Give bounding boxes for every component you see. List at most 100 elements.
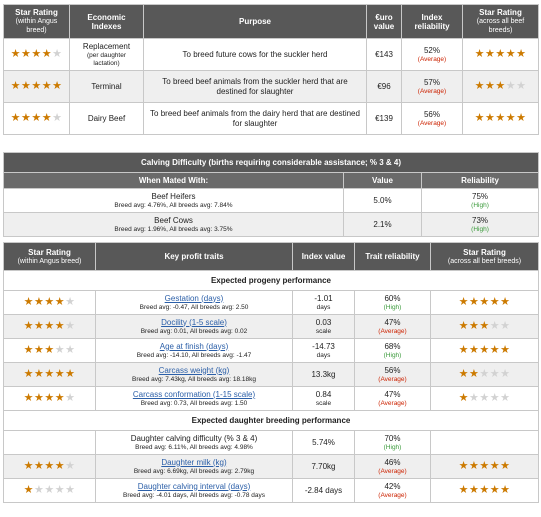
star-icon: ★ (489, 344, 501, 356)
trait-link[interactable]: Daughter milk (kg) (161, 457, 227, 467)
index-reliability: 57% (Average) (401, 70, 463, 103)
index-value: 0.03 scale (292, 314, 355, 339)
star-rating-across: ★★★★★ (475, 48, 527, 60)
calving-reliability: 73% (High) (420, 212, 540, 237)
star-icon: ★ (468, 484, 480, 496)
star-rating-within: ★★★★★ (24, 392, 76, 404)
star-rating-across: ★★★★★ (459, 460, 511, 472)
index-value: -2.84 days (292, 478, 355, 503)
star-icon: ★ (23, 320, 34, 332)
star-icon: ★ (52, 48, 63, 60)
trait-link[interactable]: Gestation (days) (164, 293, 224, 303)
star-icon: ★ (44, 344, 55, 356)
purpose-header: Purpose (143, 4, 367, 39)
star-icon: ★ (474, 80, 485, 92)
star-rating-across: ★★★★★ (475, 80, 527, 92)
star-icon: ★ (458, 460, 469, 472)
star-icon: ★ (65, 320, 76, 332)
star-icon: ★ (479, 392, 490, 404)
trait-link[interactable]: Carcass conformation (1-15 scale) (132, 389, 256, 399)
star-icon: ★ (474, 112, 485, 124)
calving-row-cows: Beef Cows Breed avg: 1.96%, All breeds av… (3, 212, 540, 237)
index-reliability-header: Index reliability (401, 4, 463, 39)
star-icon: ★ (489, 320, 501, 332)
star-icon: ★ (31, 80, 42, 92)
star-icon: ★ (468, 368, 480, 380)
trait-reliability: 47% (Average) (354, 386, 431, 411)
calving-difficulty-table: Calving Difficulty (births requiring con… (2, 152, 540, 237)
trait-link[interactable]: Carcass weight (kg) (158, 365, 230, 375)
trait-link[interactable]: Age at finish (days) (159, 341, 229, 351)
purpose-text: To breed future cows for the suckler her… (143, 38, 367, 71)
breed-average: Breed avg: 6.11%, All breeds avg: 4.98% (135, 443, 253, 451)
star-icon: ★ (489, 460, 501, 472)
star-icon: ★ (458, 392, 469, 404)
economic-row-terminal: ★★★★★ Terminal To breed beef animals fro… (3, 70, 539, 103)
star-icon: ★ (500, 392, 511, 404)
economic-row-dairy-beef: ★★★★★ Dairy Beef To breed beef animals f… (3, 102, 539, 135)
trait-link[interactable]: Docility (1-5 scale) (161, 317, 227, 327)
star-icon: ★ (33, 484, 45, 496)
index-value: -14.73 days (292, 338, 355, 363)
reliability-header: Reliability (420, 172, 540, 189)
star-icon: ★ (484, 112, 496, 124)
trait-reliability: 60% (High) (354, 290, 431, 315)
star-icon: ★ (484, 80, 496, 92)
star-rating-within: ★★★★★ (24, 320, 76, 332)
star-icon: ★ (474, 48, 485, 60)
star-icon: ★ (33, 296, 45, 308)
index-value: -1.01 days (292, 290, 355, 315)
star-icon: ★ (44, 392, 55, 404)
star-icon: ★ (54, 368, 66, 380)
star-rating-across: ★★★★★ (475, 112, 527, 124)
star-icon: ★ (516, 80, 527, 92)
trait-reliability: 47% (Average) (354, 314, 431, 339)
star-icon: ★ (516, 112, 527, 124)
star-icon: ★ (479, 460, 490, 472)
star-icon: ★ (468, 320, 480, 332)
star-icon: ★ (54, 460, 66, 472)
star-rating-across: ★★★★★ (459, 344, 511, 356)
value-header: Value (343, 172, 422, 189)
trait-reliability-header: Trait reliability (354, 242, 431, 271)
star-icon: ★ (33, 344, 45, 356)
star-icon: ★ (489, 392, 501, 404)
star-icon: ★ (41, 48, 53, 60)
star-icon: ★ (20, 48, 32, 60)
economic-indexes-header: Economic Indexes (69, 4, 144, 39)
star-icon: ★ (484, 48, 496, 60)
star-icon: ★ (23, 344, 34, 356)
star-icon: ★ (23, 460, 34, 472)
star-icon: ★ (489, 368, 501, 380)
star-icon: ★ (44, 484, 55, 496)
star-rating-within: ★★★★★ (11, 48, 63, 60)
mated-with-header: When Mated With: (3, 172, 344, 189)
star-icon: ★ (20, 80, 32, 92)
calving-difficulty-title: Calving Difficulty (births requiring con… (2, 152, 540, 173)
trait-row: ★★★★★ Age at finish (days) Breed avg: -14.… (3, 338, 539, 363)
breed-average: Breed avg: -0.47, All breeds avg: 2.50 (139, 303, 249, 311)
star-icon: ★ (65, 368, 76, 380)
star-rating-within: ★★★★★ (24, 344, 76, 356)
star-icon: ★ (495, 112, 506, 124)
star-rating-within: ★★★★★ (24, 296, 76, 308)
star-icon: ★ (54, 392, 66, 404)
star-icon: ★ (10, 112, 21, 124)
star-icon: ★ (495, 80, 506, 92)
star-icon: ★ (31, 112, 42, 124)
index-value: 13.3kg (292, 362, 355, 387)
trait-link[interactable]: Daughter calving interval (days) (137, 481, 251, 491)
star-icon: ★ (44, 460, 55, 472)
star-icon: ★ (33, 368, 45, 380)
star-icon: ★ (10, 48, 21, 60)
star-icon: ★ (458, 368, 469, 380)
star-icon: ★ (54, 296, 66, 308)
star-icon: ★ (500, 296, 511, 308)
star-icon: ★ (31, 48, 42, 60)
purpose-text: To breed beef animals from the suckler h… (143, 70, 367, 103)
section-title: Expected daughter breeding performance (3, 410, 539, 431)
index-reliability: 56% (Average) (401, 102, 463, 135)
star-icon: ★ (458, 484, 469, 496)
trait-reliability: 68% (High) (354, 338, 431, 363)
star-rating-header: Star Rating (within Angus breed) (3, 4, 70, 39)
